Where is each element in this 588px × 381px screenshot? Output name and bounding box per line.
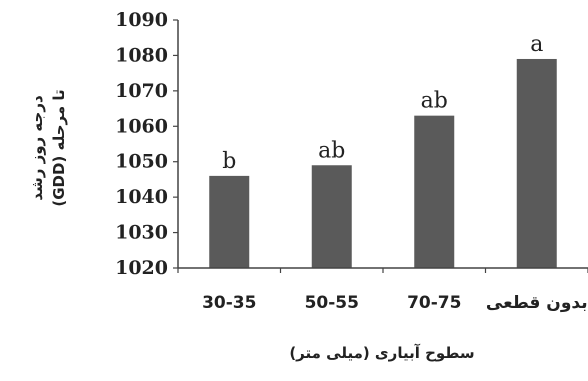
category-label: 30-35 <box>202 293 256 313</box>
x-axis-title: سطوح آبیاری (میلی متر) <box>289 344 474 362</box>
y-tick-label: 1030 <box>115 222 168 244</box>
significance-letter: ab <box>318 138 345 163</box>
y-tick-label: 1090 <box>115 9 168 31</box>
y-axis-title-line1: درجه روز رشد <box>28 95 46 201</box>
y-tick-label: 1040 <box>115 186 168 208</box>
bar <box>516 58 557 268</box>
category-label: 50-55 <box>305 293 359 313</box>
y-tick-label: 1020 <box>115 257 168 279</box>
bar <box>311 165 352 268</box>
significance-letter: a <box>530 32 543 57</box>
category-label: بدون قطعی <box>486 293 588 313</box>
significance-letters: b ab ab a <box>222 32 543 174</box>
category-labels: 30-35 50-55 70-75 بدون قطعی <box>202 293 588 313</box>
y-axis-ticks: 1020 1030 1040 1050 1060 1070 1080 1090 <box>115 9 588 279</box>
bars <box>209 58 557 269</box>
significance-letter: b <box>222 149 236 174</box>
y-tick-label: 1080 <box>115 44 168 66</box>
y-tick-label: 1060 <box>115 115 168 137</box>
significance-letter: ab <box>421 89 448 114</box>
y-axis-title-line2: (GDD) تا مرحله <box>50 89 68 206</box>
y-tick-label: 1050 <box>115 151 168 173</box>
bar <box>414 115 455 269</box>
category-label: 70-75 <box>407 293 461 313</box>
y-tick-label: 1070 <box>115 80 168 102</box>
bar <box>209 175 250 268</box>
